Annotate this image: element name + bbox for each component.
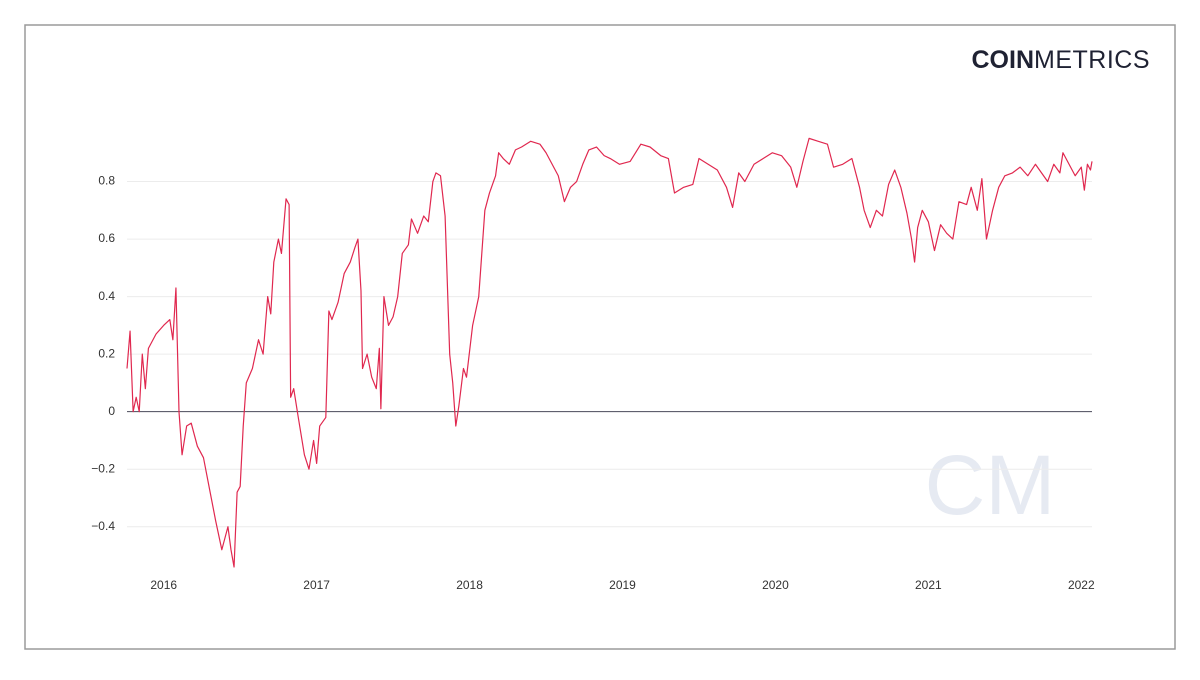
logo-bold: COIN [972,46,1035,74]
line [126,137,1093,568]
x-tick-label: 2016 [150,578,177,592]
watermark: CM [925,438,1056,532]
y-tick-label: −0.2 [91,461,115,475]
x-tick-label: 2019 [609,578,636,592]
frame [24,24,1176,650]
x-tick-label: 2021 [915,578,942,592]
y-tick-label: 0.4 [98,289,115,303]
y-tick-label: 0 [108,404,115,418]
x-tick-label: 2018 [456,578,483,592]
y-tick-label: 0.2 [98,346,115,360]
x-tick-label: 2020 [762,578,789,592]
y-tick-label: 0.6 [98,231,115,245]
x-tick-label: 2022 [1068,578,1095,592]
logo-light: METRICS [1034,46,1150,74]
y-tick-label: 0.8 [98,174,115,188]
logo: COINMETRICS [972,46,1151,74]
y-tick-label: −0.4 [91,519,115,533]
x-tick-label: 2017 [303,578,330,592]
